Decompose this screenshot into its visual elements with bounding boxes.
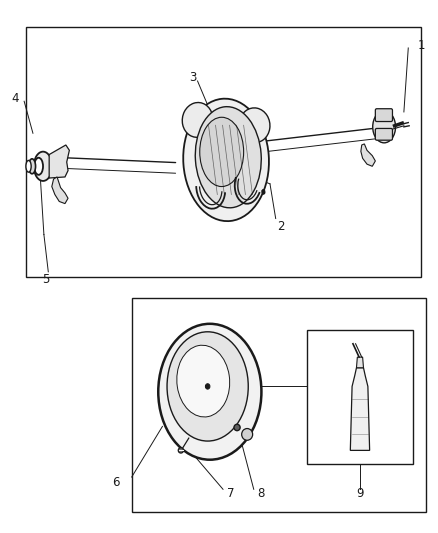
Bar (131, 298, 425, 512)
Ellipse shape (199, 117, 243, 187)
Ellipse shape (183, 99, 268, 221)
Text: 5: 5 (42, 273, 49, 286)
Text: 9: 9 (355, 487, 363, 499)
Ellipse shape (177, 345, 229, 417)
Ellipse shape (241, 429, 252, 440)
Bar (26, 27, 420, 277)
Polygon shape (350, 368, 369, 450)
Ellipse shape (34, 158, 43, 175)
Ellipse shape (28, 159, 35, 174)
Ellipse shape (178, 448, 183, 453)
Text: 6: 6 (112, 476, 120, 489)
Ellipse shape (261, 189, 265, 195)
Ellipse shape (26, 160, 31, 172)
Text: 2: 2 (276, 220, 284, 233)
Text: 3: 3 (189, 71, 196, 84)
Ellipse shape (239, 108, 269, 143)
Ellipse shape (205, 384, 209, 389)
Text: 7: 7 (226, 487, 234, 499)
FancyBboxPatch shape (374, 109, 392, 122)
Ellipse shape (195, 107, 261, 208)
Text: 4: 4 (11, 92, 19, 105)
Ellipse shape (34, 152, 52, 181)
Ellipse shape (372, 111, 395, 143)
Polygon shape (52, 177, 68, 204)
Text: 8: 8 (257, 487, 264, 499)
Polygon shape (360, 144, 374, 166)
Polygon shape (356, 357, 363, 368)
Ellipse shape (182, 102, 212, 138)
Text: 1: 1 (417, 39, 424, 52)
Ellipse shape (158, 324, 261, 459)
Bar (307, 330, 412, 464)
FancyBboxPatch shape (374, 128, 392, 140)
Polygon shape (49, 145, 69, 178)
Ellipse shape (233, 424, 240, 431)
Ellipse shape (166, 332, 248, 441)
